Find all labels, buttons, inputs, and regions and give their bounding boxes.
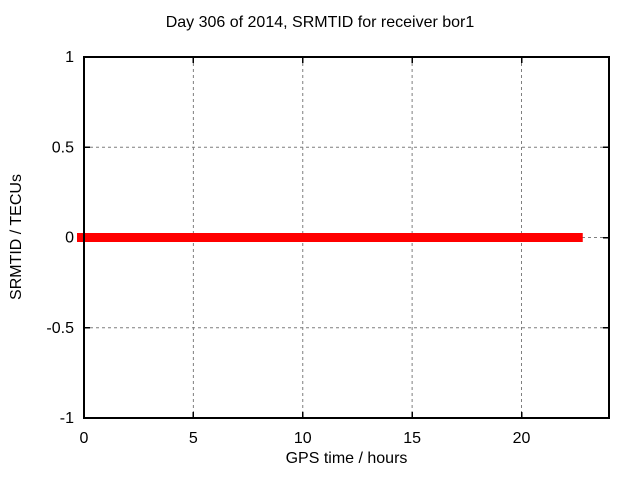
y-tick-label: -1 [60,410,74,427]
x-tick-label: 0 [80,430,89,447]
plot-border [83,56,610,419]
y-tick-label: 1 [65,49,74,66]
y-axis-label: SRMTID / TECUs [8,174,25,300]
chart-title: Day 306 of 2014, SRMTID for receiver bor… [165,14,475,31]
x-tick-label: 20 [513,430,531,447]
y-tick-label: -0.5 [46,320,74,337]
y-tick-label: 0 [65,230,74,247]
y-tick-label: 0.5 [52,139,74,156]
x-tick-label: 5 [189,430,198,447]
x-tick-label: 10 [294,430,312,447]
x-tick-label: 15 [403,430,421,447]
x-axis-label: GPS time / hours [285,450,408,467]
